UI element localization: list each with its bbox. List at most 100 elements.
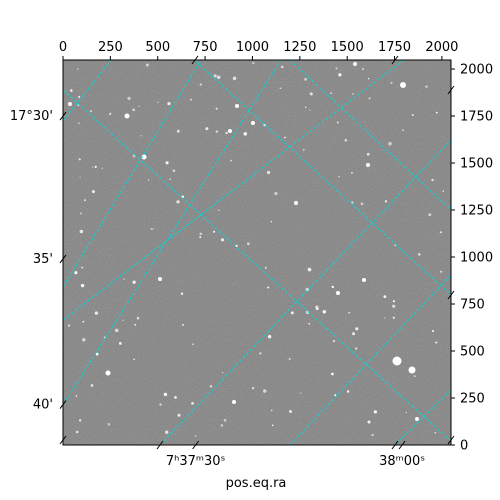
star (232, 76, 237, 81)
star (140, 135, 142, 137)
star (205, 127, 209, 131)
star (300, 392, 302, 394)
star (271, 424, 274, 427)
star (127, 96, 131, 101)
star (348, 311, 351, 314)
dec-tick-label: 35' (33, 252, 53, 267)
star (274, 192, 278, 196)
star (148, 179, 150, 181)
star (251, 387, 255, 390)
star (392, 316, 395, 319)
star (167, 101, 171, 106)
star (243, 132, 248, 136)
star (76, 430, 79, 434)
star (425, 85, 428, 88)
star (90, 384, 94, 387)
y-tick-label: 0 (460, 439, 468, 454)
star-field (68, 61, 445, 437)
star (103, 336, 106, 339)
star (79, 419, 82, 422)
star (235, 244, 238, 248)
star (435, 111, 438, 114)
star (322, 310, 327, 314)
dec-tick-mark (59, 254, 67, 264)
frame-tick (447, 85, 455, 95)
star (118, 342, 122, 345)
ra-tick-label: 7ʰ37ᵐ30ˢ (166, 454, 226, 469)
y-tick-label: 1750 (460, 110, 493, 125)
y-tick-label: 1500 (460, 157, 493, 172)
star (267, 335, 272, 339)
frame-tick (59, 435, 67, 445)
star (215, 130, 219, 133)
star (134, 323, 137, 326)
star (218, 209, 220, 212)
star (122, 319, 124, 321)
star (213, 230, 216, 233)
star (390, 81, 393, 84)
star (101, 167, 103, 169)
grid-line (159, 139, 451, 445)
star (225, 131, 228, 135)
star (70, 89, 73, 92)
star (79, 229, 84, 234)
star (415, 417, 419, 421)
star (417, 253, 421, 256)
star (289, 410, 292, 413)
star (332, 339, 336, 343)
grid-line (63, 60, 112, 122)
star (346, 390, 350, 393)
star (220, 238, 225, 242)
star (145, 63, 149, 67)
star (259, 352, 262, 355)
star (304, 106, 307, 108)
star (336, 291, 338, 293)
star (172, 169, 176, 173)
dec-tick-mark (59, 400, 67, 409)
x-tick-label: 1750 (378, 40, 411, 55)
star (330, 92, 332, 95)
star (262, 389, 267, 393)
star (83, 199, 86, 202)
star (158, 277, 162, 281)
frame-tick (447, 435, 455, 445)
grid-line (63, 89, 451, 442)
star (124, 113, 130, 119)
star (351, 201, 354, 204)
star (270, 409, 273, 412)
star (123, 278, 125, 280)
star (309, 109, 311, 111)
star (180, 292, 184, 295)
star (305, 287, 309, 292)
star (338, 175, 340, 178)
star (361, 68, 365, 71)
star (270, 221, 273, 223)
dec-tick-mark (59, 111, 67, 121)
star (80, 283, 85, 288)
star (150, 228, 153, 231)
star (132, 108, 136, 112)
star (442, 190, 445, 192)
star (132, 280, 136, 284)
star (439, 231, 442, 234)
star (435, 341, 438, 344)
star (95, 352, 99, 356)
star (138, 105, 140, 108)
star (89, 110, 93, 113)
star (336, 121, 339, 124)
grid-line (63, 60, 202, 288)
x-tick-label: 0 (59, 40, 67, 55)
y-tick-label: 1250 (460, 204, 493, 219)
grid-line (63, 60, 282, 406)
star (223, 418, 227, 422)
star (79, 212, 82, 215)
frame-tick (391, 55, 399, 65)
star (431, 330, 435, 333)
star (315, 305, 319, 309)
star (141, 154, 147, 160)
star (199, 236, 202, 239)
star (91, 190, 95, 194)
star (280, 65, 284, 69)
star (392, 356, 402, 366)
